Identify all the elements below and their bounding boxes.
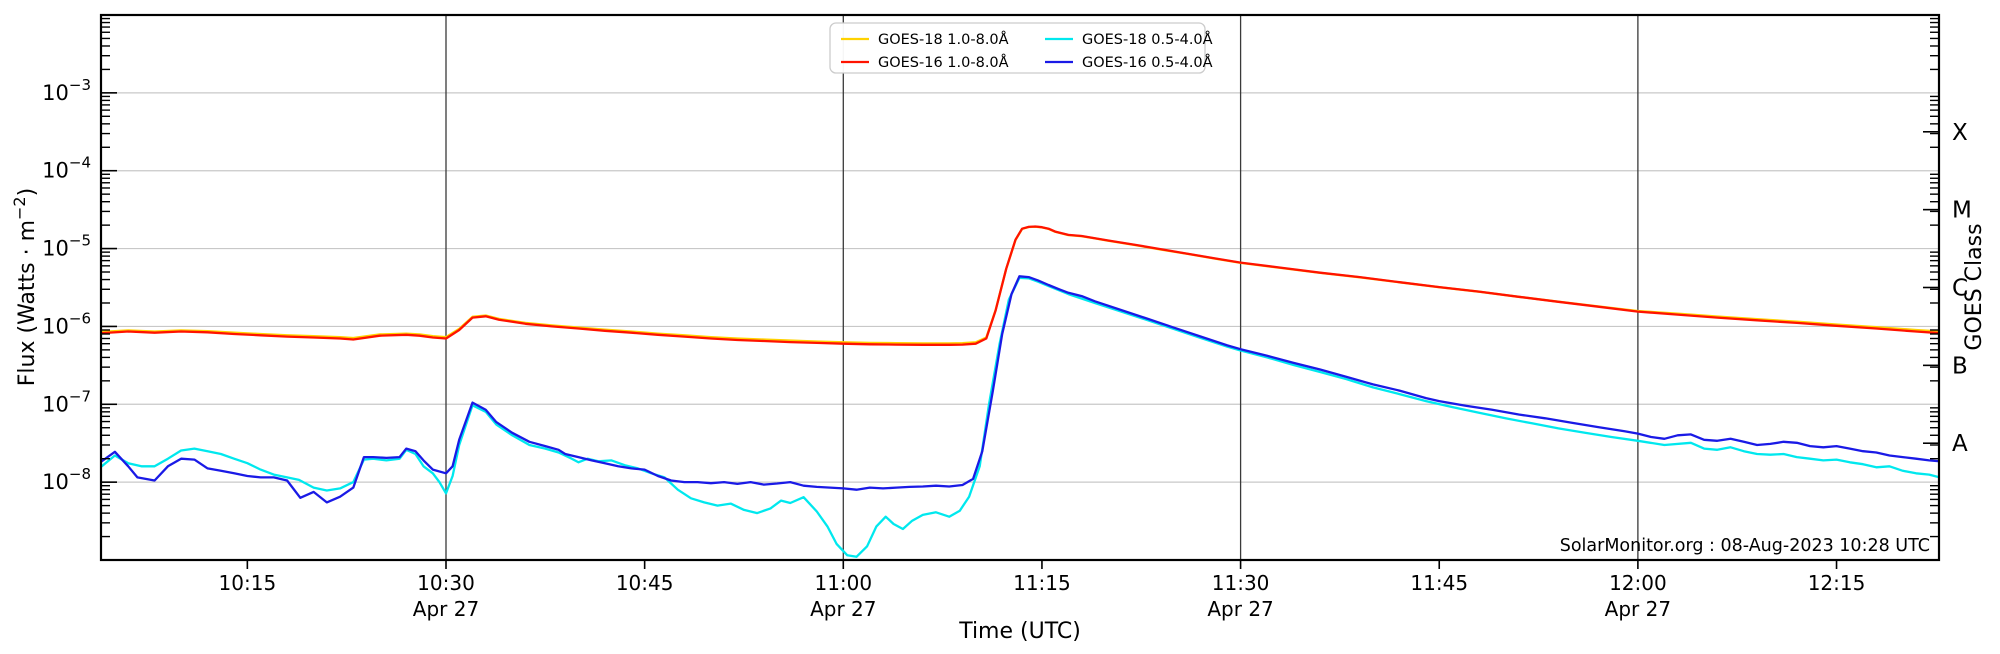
goes-class-label: M xyxy=(1952,198,1972,224)
x-tick-label: 10:30 xyxy=(417,571,475,595)
plot-border xyxy=(99,13,1941,562)
legend-label: GOES-18 0.5-4.0Å xyxy=(1082,31,1213,48)
goes-class-label: A xyxy=(1952,431,1968,457)
x-axis-title: Time (UTC) xyxy=(958,619,1081,644)
legend: GOES-18 1.0-8.0Å GOES-16 1.0-8.0Å GOES-18 … xyxy=(829,22,1213,74)
x-tick-label: 11:30 xyxy=(1212,571,1270,595)
goes-class-label: C xyxy=(1952,276,1968,302)
legend-label: GOES-18 1.0-8.0Å xyxy=(878,31,1009,48)
x-tick-label: 11:45 xyxy=(1410,571,1468,595)
x-tick-date-label: Apr 27 xyxy=(1207,597,1273,621)
legend-label: GOES-16 1.0-8.0Å xyxy=(878,54,1009,71)
x-tick-date-label: Apr 27 xyxy=(1605,597,1671,621)
x-tick-label: 11:15 xyxy=(1013,571,1071,595)
legend-label: GOES-16 0.5-4.0Å xyxy=(1082,54,1213,71)
y-tick-label: 10−7 xyxy=(42,387,91,416)
y-tick-label: 10−5 xyxy=(42,232,91,261)
series-line-goes16-long xyxy=(101,225,1939,346)
x-tick-label: 10:15 xyxy=(219,571,277,595)
x-tick-date-label: Apr 27 xyxy=(810,597,876,621)
y-tick-label: 10−3 xyxy=(42,76,91,105)
x-tick-label: 12:00 xyxy=(1609,571,1667,595)
goes-class-label: B xyxy=(1952,353,1968,379)
y-tick-label: 10−8 xyxy=(42,465,91,494)
series-line-goes18-short xyxy=(101,276,1939,558)
x-tick-date-label: Apr 27 xyxy=(413,597,479,621)
series-line-goes16-short xyxy=(101,275,1939,504)
watermark: SolarMonitor.org : 08-Aug-2023 10:28 UTC xyxy=(1560,536,1930,556)
x-tick-label: 10:45 xyxy=(616,571,674,595)
goes-class-label: X xyxy=(1952,120,1968,146)
x-tick-label: 11:00 xyxy=(814,571,872,595)
x-tick-label: 12:15 xyxy=(1808,571,1866,595)
y-axis-title: Flux (Watts · m−2) xyxy=(10,188,40,386)
y-tick-label: 10−6 xyxy=(42,309,91,338)
axis-ticks xyxy=(101,17,1939,569)
right-axis-title: GOES Class xyxy=(1962,223,1987,350)
legend-box xyxy=(829,22,1206,74)
y-tick-label: 10−4 xyxy=(42,154,91,183)
